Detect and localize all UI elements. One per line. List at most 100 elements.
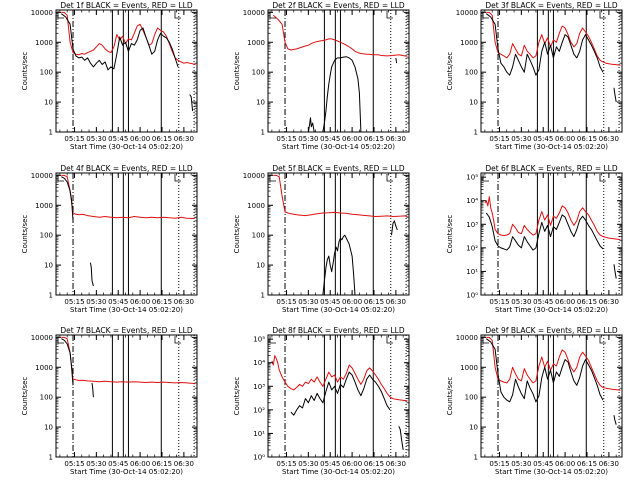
plot-frame	[480, 9, 623, 133]
x-tick-label: 06:30	[599, 460, 619, 468]
x-tick-label: 05:45	[108, 298, 128, 306]
x-tick-label: 06:15	[152, 135, 172, 143]
corner-marker-right	[386, 336, 393, 344]
y-axis-title: Counts/sec	[446, 215, 454, 254]
x-axis-title: Start Time (30-Oct-14 05:02:20)	[282, 468, 395, 476]
plot-area	[273, 173, 408, 295]
x-tick-label: 06:30	[386, 298, 406, 306]
series-events-line	[398, 426, 404, 450]
x-tick-label: 05:30	[86, 298, 106, 306]
corner-marker-left	[269, 336, 276, 344]
y-axis-title: Counts/sec	[233, 52, 241, 91]
plot-area	[60, 10, 196, 132]
corner-marker-left	[482, 174, 489, 182]
chart-panel-3: 1 10 100 1000 10000 05:15 05:30 05:45 06:00 06:15…	[446, 1, 623, 151]
y-tick-label: 10⁰	[466, 292, 478, 300]
corner-marker-left	[269, 11, 276, 19]
y-tick-label: 10000	[456, 9, 478, 17]
x-axis-title: Start Time (30-Oct-14 05:02:20)	[70, 143, 183, 151]
y-tick-label: 10000	[31, 9, 53, 17]
corner-marker-right	[174, 336, 181, 344]
series-events-line	[322, 56, 362, 132]
plot-frame	[480, 334, 623, 458]
plot-area	[271, 335, 408, 457]
plot-frame	[55, 172, 198, 296]
y-axis-title: Counts/sec	[233, 215, 241, 254]
x-tick-label: 06:15	[364, 298, 384, 306]
y-tick-label: 100	[465, 394, 478, 402]
x-tick-label: 05:30	[298, 298, 318, 306]
chart-title: Det 1f BLACK = Events, RED = LLD	[60, 1, 193, 10]
y-axis-title: Counts/sec	[21, 215, 29, 254]
y-tick-label: 10	[44, 424, 53, 432]
series-lld-line	[61, 174, 196, 219]
x-tick-label: 05:45	[533, 460, 553, 468]
y-tick-label: 1	[474, 454, 478, 462]
y-tick-label: 10	[44, 262, 53, 270]
x-tick-label: 05:15	[489, 135, 509, 143]
corner-marker-right	[386, 174, 393, 182]
x-tick-label: 05:30	[511, 135, 531, 143]
y-tick-label: 10	[469, 424, 478, 432]
corner-marker-left	[482, 336, 489, 344]
y-axis-title: Counts/sec	[21, 377, 29, 416]
series-events-line	[485, 212, 604, 251]
chart-panel-4: 1 10 100 1000 10000 05:15 05:30 05:45 06:00 06:15…	[21, 164, 198, 314]
x-tick-label: 06:00	[342, 298, 362, 306]
y-tick-label: 10⁴	[466, 197, 478, 205]
x-tick-label: 05:30	[511, 460, 531, 468]
series-events-line	[322, 234, 356, 295]
chart-title: Det 2f BLACK = Events, RED = LLD	[272, 1, 405, 10]
y-tick-label: 10	[469, 99, 478, 107]
x-tick-label: 06:15	[152, 298, 172, 306]
y-tick-label: 100	[252, 69, 265, 77]
series-lld-line	[486, 336, 621, 391]
x-tick-label: 06:30	[386, 460, 406, 468]
chart-panel-7: 1 10 100 1000 10000 05:15 05:30 05:45 06:00 06:15…	[21, 326, 198, 476]
x-tick-label: 06:15	[152, 460, 172, 468]
plot-area	[484, 173, 621, 295]
plot-frame	[55, 9, 198, 133]
series-lld-line	[273, 174, 408, 217]
chart-title: Det 3f BLACK = Events, RED = LLD	[485, 1, 618, 10]
y-tick-label: 10¹	[466, 268, 478, 276]
x-tick-label: 06:15	[364, 460, 384, 468]
chart-panel-2: 1 10 100 1000 10000 05:15 05:30 05:45 06:00 06:15…	[233, 1, 410, 151]
x-tick-label: 05:30	[86, 460, 106, 468]
y-axis-title: Counts/sec	[446, 377, 454, 416]
series-lld-line	[271, 355, 408, 402]
x-tick-label: 06:00	[130, 135, 150, 143]
y-tick-label: 10000	[243, 172, 265, 180]
plot-frame	[55, 334, 198, 458]
x-axis-title: Start Time (30-Oct-14 05:02:20)	[70, 306, 183, 314]
x-tick-label: 06:30	[174, 298, 194, 306]
y-tick-label: 10000	[31, 334, 53, 342]
chart-title: Det 6f BLACK = Events, RED = LLD	[485, 164, 618, 173]
x-tick-label: 06:00	[130, 460, 150, 468]
y-axis-title: Counts/sec	[21, 52, 29, 91]
x-tick-label: 06:00	[555, 460, 575, 468]
series-events-line	[613, 87, 617, 103]
x-tick-label: 06:00	[555, 298, 575, 306]
y-axis-title: Counts/sec	[446, 52, 454, 91]
y-tick-label: 1	[261, 292, 265, 300]
y-tick-label: 10²	[253, 406, 265, 414]
corner-marker-left	[57, 336, 64, 344]
chart-title: Det 4f BLACK = Events, RED = LLD	[60, 164, 193, 173]
plot-frame	[267, 9, 410, 133]
y-tick-label: 10²	[466, 244, 478, 252]
x-tick-label: 05:15	[489, 298, 509, 306]
series-events-line	[485, 13, 604, 76]
corner-marker-right	[599, 11, 606, 19]
y-tick-label: 10	[256, 99, 265, 107]
plot-frame	[267, 172, 410, 296]
plot-frame	[267, 334, 410, 458]
series-events-line	[485, 338, 604, 403]
x-tick-label: 06:30	[174, 135, 194, 143]
x-axis-title: Start Time (30-Oct-14 05:02:20)	[495, 468, 608, 476]
y-axis-title: Counts/sec	[233, 377, 241, 416]
x-tick-label: 05:45	[533, 135, 553, 143]
x-tick-label: 05:45	[108, 460, 128, 468]
